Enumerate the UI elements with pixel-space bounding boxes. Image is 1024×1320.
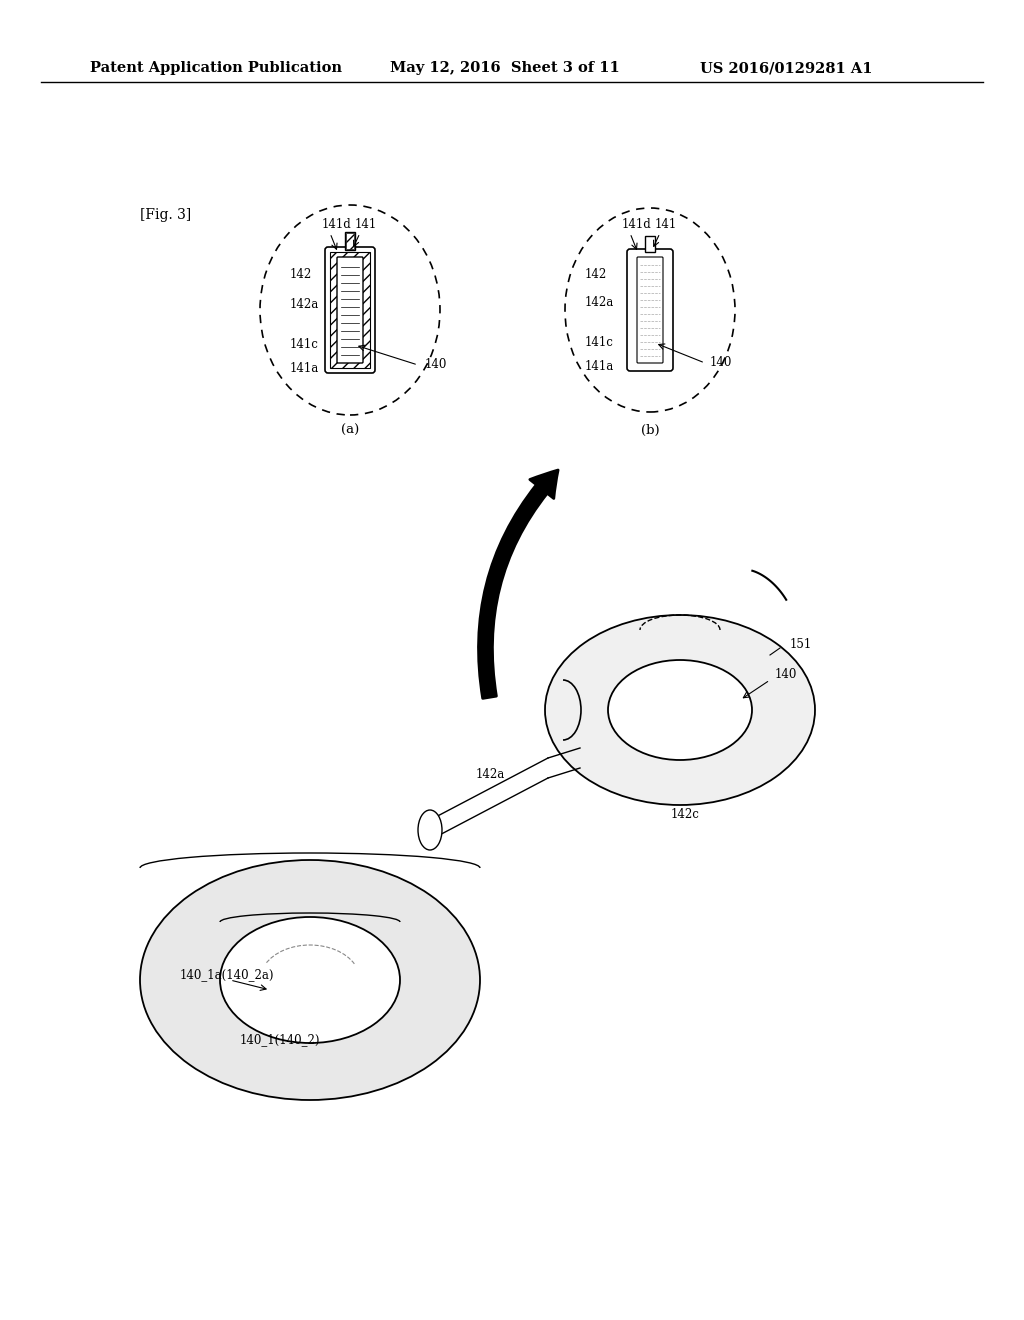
Text: 140: 140: [710, 356, 732, 370]
Text: Patent Application Publication: Patent Application Publication: [90, 61, 342, 75]
Text: 141c: 141c: [585, 337, 613, 350]
Bar: [345, 232, 355, 249]
Text: 142: 142: [585, 268, 607, 281]
Text: 142a: 142a: [290, 298, 319, 312]
Text: 140_1(140_2): 140_1(140_2): [240, 1034, 321, 1047]
Text: 141a: 141a: [290, 362, 319, 375]
Text: 141: 141: [655, 219, 677, 231]
Text: (a): (a): [341, 424, 359, 437]
Ellipse shape: [220, 917, 400, 1043]
Ellipse shape: [418, 810, 442, 850]
Text: 141: 141: [355, 219, 377, 231]
Text: 142a: 142a: [475, 768, 505, 781]
Text: 141c: 141c: [290, 338, 318, 351]
Text: 141d: 141d: [622, 219, 651, 231]
Text: 141d: 141d: [322, 219, 352, 231]
Text: 142a: 142a: [585, 296, 614, 309]
Text: 140_1a(140_2a): 140_1a(140_2a): [180, 969, 274, 982]
Text: 142c: 142c: [671, 808, 699, 821]
Bar: [330, 252, 370, 368]
FancyBboxPatch shape: [325, 247, 375, 374]
Text: May 12, 2016  Sheet 3 of 11: May 12, 2016 Sheet 3 of 11: [390, 61, 620, 75]
Text: 142: 142: [290, 268, 312, 281]
FancyArrowPatch shape: [478, 470, 558, 698]
FancyBboxPatch shape: [337, 257, 362, 363]
Text: 141a: 141a: [585, 359, 614, 372]
Bar: [346, 234, 354, 249]
FancyBboxPatch shape: [627, 249, 673, 371]
Ellipse shape: [608, 660, 752, 760]
Text: [Fig. 3]: [Fig. 3]: [140, 209, 191, 222]
Text: 140: 140: [425, 359, 447, 371]
Text: 140: 140: [775, 668, 798, 681]
Ellipse shape: [140, 861, 480, 1100]
Ellipse shape: [545, 615, 815, 805]
FancyBboxPatch shape: [637, 257, 663, 363]
Text: (b): (b): [641, 424, 659, 437]
Text: 151: 151: [790, 639, 812, 652]
Bar: [645, 236, 655, 252]
Text: US 2016/0129281 A1: US 2016/0129281 A1: [700, 61, 872, 75]
